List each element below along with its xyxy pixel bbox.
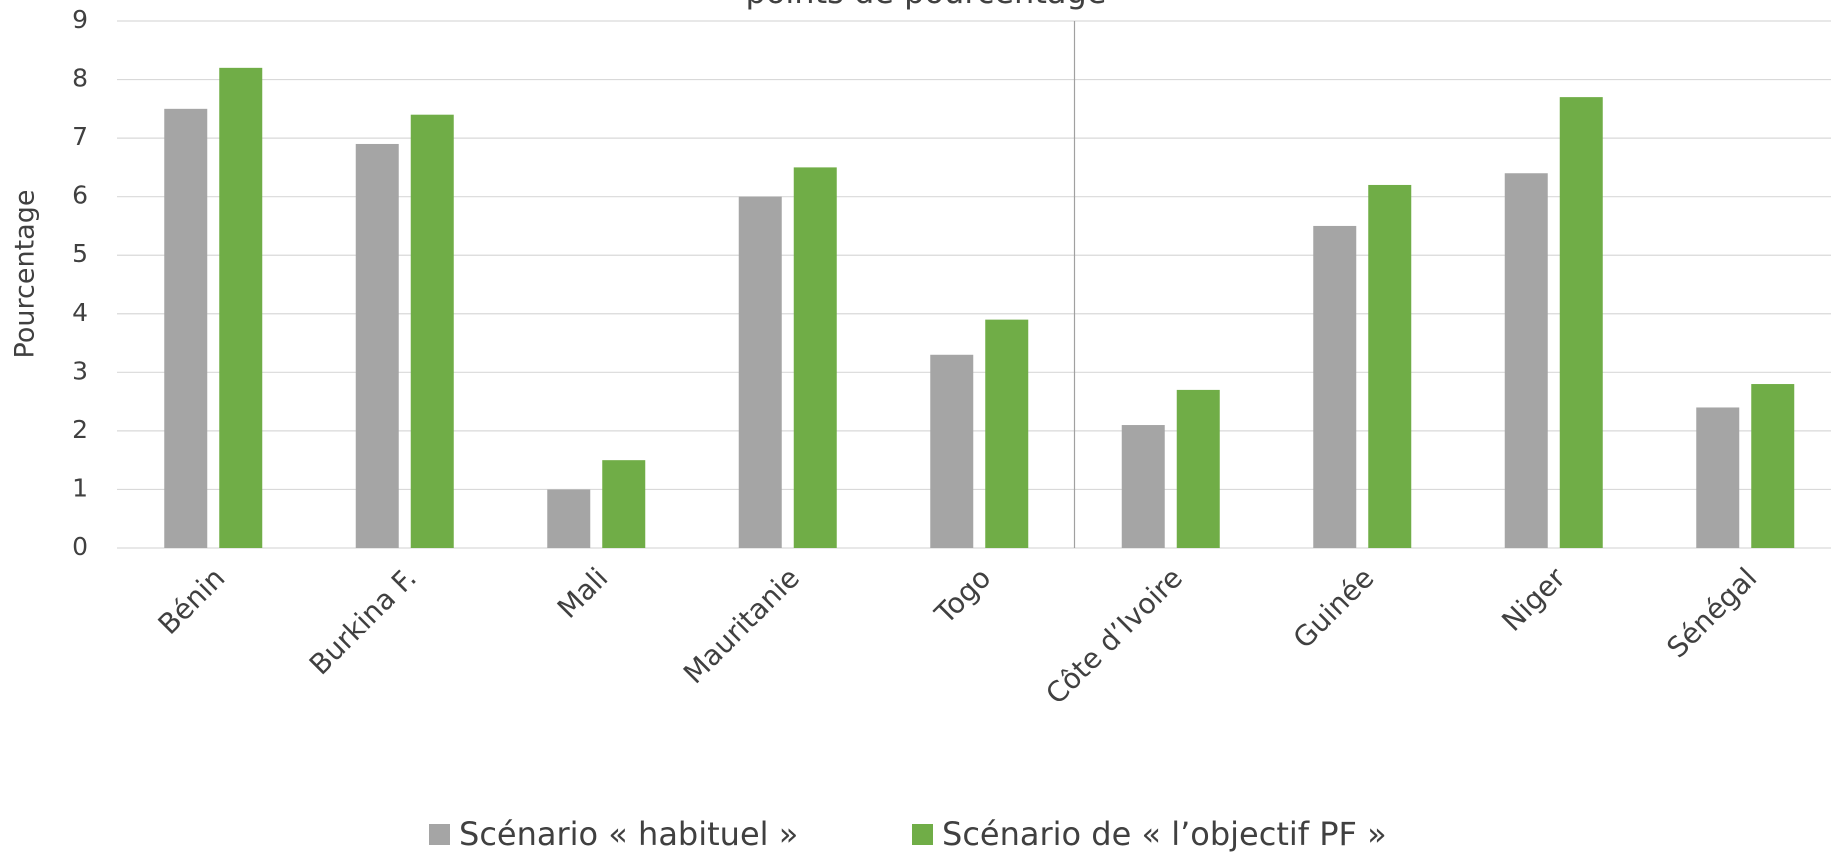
bar xyxy=(930,354,974,548)
y-tick-label: 6 xyxy=(72,181,88,210)
chart-title: points de pourcentage xyxy=(746,0,1107,11)
y-tick-label: 5 xyxy=(72,239,88,268)
x-tick-label: Guinée xyxy=(1287,561,1381,655)
legend-swatch xyxy=(429,824,450,845)
x-tick-label: Sénégal xyxy=(1660,561,1763,664)
bar xyxy=(1176,389,1220,548)
bar xyxy=(793,167,837,548)
x-tick-label: Togo xyxy=(928,561,998,631)
y-axis-label: Pourcentage xyxy=(10,190,41,359)
bar xyxy=(1751,384,1795,548)
bar xyxy=(410,114,454,548)
y-tick-label: 0 xyxy=(72,532,88,561)
x-tick-label: Mali xyxy=(551,561,615,625)
bar xyxy=(164,108,208,548)
bar xyxy=(1313,225,1357,548)
y-tick-label: 2 xyxy=(72,415,88,444)
y-tick-label: 7 xyxy=(72,122,88,151)
bar xyxy=(355,143,399,548)
bar xyxy=(547,489,591,548)
legend-label: Scénario de « l’objectif PF » xyxy=(942,815,1387,853)
bar xyxy=(738,196,782,548)
legend-swatch xyxy=(912,824,933,845)
bar xyxy=(602,460,646,548)
x-tick-label: Burkina F. xyxy=(303,561,423,681)
x-tick-label: Niger xyxy=(1495,561,1572,638)
bar xyxy=(1504,173,1548,548)
bar xyxy=(1559,97,1603,548)
legend-label: Scénario « habituel » xyxy=(459,815,798,853)
bar xyxy=(1121,425,1165,548)
bar xyxy=(985,319,1029,548)
bar xyxy=(1696,407,1740,548)
y-tick-label: 8 xyxy=(72,64,88,93)
x-tick-label: Mauritanie xyxy=(677,561,806,690)
y-tick-label: 4 xyxy=(72,298,88,327)
x-tick-label: Bénin xyxy=(152,561,232,641)
bar xyxy=(1368,184,1412,548)
y-tick-label: 3 xyxy=(72,356,88,385)
bar xyxy=(219,67,263,548)
y-tick-label: 1 xyxy=(72,473,88,502)
x-tick-label: Côte d’Ivoire xyxy=(1039,561,1188,710)
y-tick-label: 9 xyxy=(72,5,88,34)
